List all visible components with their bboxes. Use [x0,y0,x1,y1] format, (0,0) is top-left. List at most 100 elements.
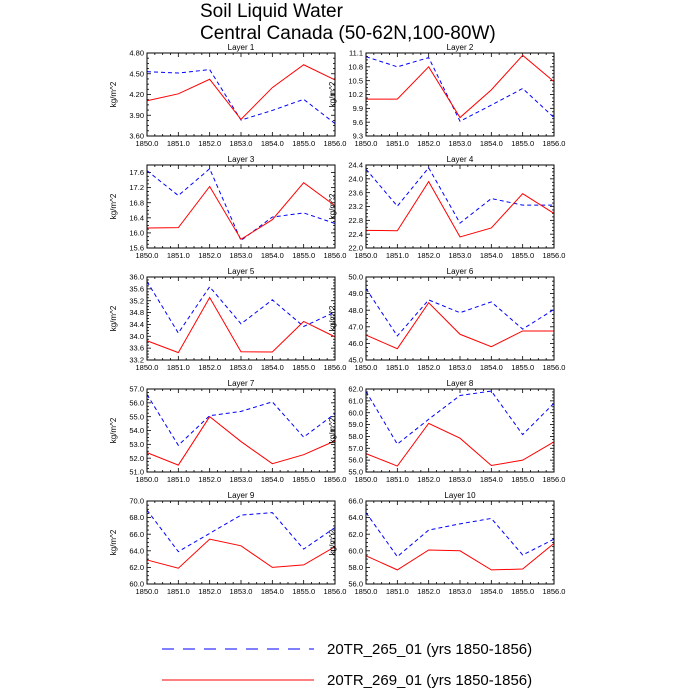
y-tick-label: 62.0 [348,530,363,539]
y-tick-label: 34.0 [129,332,144,341]
series-line-20tr-265-01 [146,69,336,124]
y-tick-label: 16.4 [129,213,144,222]
x-tick-label: 1850.0 [355,139,378,148]
x-tick-label: 1851.0 [167,475,190,484]
panel-layer-5: Layer 5 kg/m^2 33.2 33.6 34.0 34.4 34.8 35.2 35.… [109,267,346,372]
y-tick-label: 48.0 [348,306,363,315]
x-tick-label: 1854.0 [480,363,503,372]
plot-frame [365,52,555,137]
x-tick-label: 1856.0 [543,475,566,484]
series-line-20tr-265-01 [365,390,555,445]
x-tick-label: 1853.0 [230,251,253,260]
x-tick-label: 1855.0 [292,363,315,372]
y-tick-label: 54.0 [129,426,144,435]
y-tick-label: 24.4 [348,161,363,170]
x-tick-label: 1855.0 [292,139,315,148]
x-tick-label: 1855.0 [511,475,534,484]
figure-title-line-1: Soil Liquid Water [200,1,344,22]
series-line-20tr-269-01 [365,301,554,350]
y-tick-label: 60.0 [129,580,144,589]
x-tick-label: 1856.0 [324,587,347,596]
y-tick-label: 9.6 [353,118,363,127]
series-line-20tr-269-01 [146,538,336,569]
x-tick-label: 1851.0 [167,139,190,148]
x-tick-label: 1855.0 [511,587,534,596]
y-tick-label: 22.0 [348,244,363,253]
y-tick-label: 47.0 [348,322,363,331]
y-axis-label: kg/m^2 [109,193,118,219]
series-line-20tr-265-01 [365,512,555,558]
panel-title: Layer 6 [447,267,474,276]
x-tick-label: 1856.0 [324,251,347,260]
y-tick-label: 3.90 [129,111,144,120]
x-tick-label: 1851.0 [167,251,190,260]
y-axis-label: kg/m^2 [328,81,337,107]
x-tick-label: 1852.0 [417,251,440,260]
y-tick-label: 22.4 [348,230,363,239]
plot-frame [146,500,336,585]
series-line-20tr-269-01 [365,422,555,467]
series-line-20tr-265-01 [365,166,554,224]
y-tick-label: 10.2 [348,90,363,99]
x-tick-label: 1851.0 [386,363,409,372]
panel-title: Layer 1 [228,43,255,52]
y-tick-label: 57.0 [348,444,363,453]
plot-frame [146,52,336,137]
y-tick-label: 68.0 [129,513,144,522]
x-tick-label: 1852.0 [417,587,440,596]
y-tick-label: 36.0 [129,273,144,282]
y-axis-label: kg/m^2 [109,81,118,107]
x-tick-label: 1854.0 [480,251,503,260]
x-tick-label: 1851.0 [167,363,190,372]
x-tick-label: 1852.0 [198,475,221,484]
y-axis-label: kg/m^2 [109,417,118,443]
series-line-20tr-265-01 [146,167,336,242]
y-tick-label: 50.0 [348,273,363,282]
x-tick-label: 1854.0 [261,139,284,148]
panel-title: Layer 4 [447,155,474,164]
panel-layer-4: Layer 4 kg/m^2 22.0 22.4 22.8 23.2 23.6 24.0 24.… [328,155,565,260]
panel-layer-1: Layer 1 kg/m^2 3.60 3.90 4.20 4.50 4.80 1850.0 1… [109,43,346,148]
x-tick-label: 1851.0 [386,251,409,260]
x-tick-label: 1850.0 [136,475,159,484]
series-line-20tr-269-01 [365,180,555,238]
x-tick-label: 1853.0 [230,475,253,484]
y-tick-label: 62.0 [129,563,144,572]
y-tick-label: 57.0 [129,385,144,394]
x-tick-label: 1851.0 [386,139,409,148]
x-tick-label: 1855.0 [292,251,315,260]
x-tick-label: 1855.0 [511,139,534,148]
y-tick-label: 55.0 [348,468,363,477]
y-tick-label: 23.6 [348,188,363,197]
y-tick-label: 55.0 [129,412,144,421]
x-tick-label: 1850.0 [136,139,159,148]
x-tick-label: 1856.0 [543,251,566,260]
series-line-20tr-269-01 [146,415,336,466]
y-tick-label: 58.0 [348,563,363,572]
x-tick-label: 1855.0 [292,475,315,484]
panel-title: Layer 3 [228,155,255,164]
y-tick-label: 51.0 [129,468,144,477]
panel-layer-10: Layer 10 kg/m^2 56.0 58.0 60.0 62.0 64.0 66.0 18… [328,491,565,596]
x-tick-label: 1852.0 [417,475,440,484]
x-tick-label: 1850.0 [355,587,378,596]
x-tick-label: 1855.0 [292,587,315,596]
y-tick-label: 33.2 [129,356,144,365]
y-tick-label: 45.0 [348,356,363,365]
x-tick-label: 1854.0 [261,475,284,484]
y-tick-label: 70.0 [129,497,144,506]
y-tick-label: 56.0 [129,398,144,407]
x-tick-label: 1854.0 [480,475,503,484]
panel-layer-7: Layer 7 kg/m^2 51.0 52.0 53.0 54.0 55.0 56.0 57.… [109,379,346,484]
x-tick-label: 1854.0 [261,363,284,372]
x-tick-label: 1853.0 [230,587,253,596]
panel-layer-2: Layer 2 kg/m^2 9.3 9.6 9.9 10.2 10.5 10.8 11.1 18… [328,43,565,148]
x-tick-label: 1850.0 [355,475,378,484]
panel-title: Layer 5 [228,267,255,276]
x-tick-label: 1855.0 [511,251,534,260]
y-tick-label: 10.5 [348,76,363,85]
y-tick-label: 46.0 [348,339,363,348]
legend: 20TR_265_01 (yrs 1850-1856) 20TR_269_01 … [162,641,532,689]
x-tick-label: 1856.0 [324,363,347,372]
panel-title: Layer 2 [447,43,474,52]
